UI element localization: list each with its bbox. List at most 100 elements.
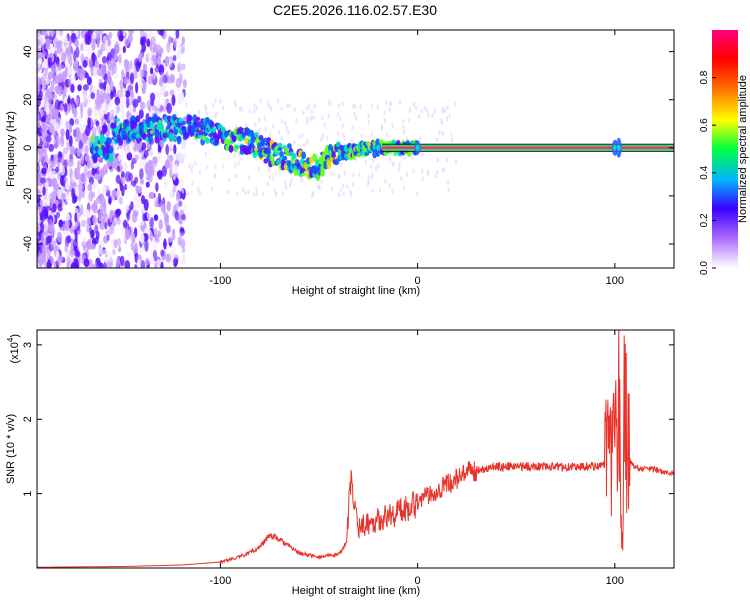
spectrogram-noise-blob <box>222 164 225 170</box>
spectrogram-noise-blob <box>210 186 214 192</box>
spectrogram-noise-blob <box>51 240 57 248</box>
spectrogram-noise-blob <box>436 157 439 163</box>
spectrogram-noise-blob <box>258 117 261 123</box>
spectrogram-noise-blob <box>104 73 108 85</box>
spectrogram-noise-blob <box>54 99 61 111</box>
spectrogram-noise-blob <box>280 135 283 141</box>
spectrogram-noise-blob <box>160 261 164 268</box>
spectrogram-noise-blob <box>86 217 91 226</box>
spectrogram-noise-blob <box>288 102 291 108</box>
spectrogram-noise-blob <box>67 97 71 105</box>
spectrogram-noise-blob <box>37 39 40 46</box>
spectrogram-noise-blob <box>148 150 153 157</box>
spectrogram-noise-blob <box>111 189 117 197</box>
spectrogram-noise-blob <box>82 84 89 91</box>
spectrogram-noise-blob <box>148 191 155 200</box>
spectrogram-noise-blob <box>288 182 292 188</box>
spectrogram-noise-blob <box>166 224 172 234</box>
spectrogram-noise-blob <box>255 187 258 193</box>
spectrogram-noise-blob <box>448 112 451 118</box>
spectrogram-noise-blob <box>79 102 84 112</box>
spectrogram-noise-blob <box>139 233 145 244</box>
snr-line <box>37 330 674 568</box>
spectrogram-noise-blob <box>405 171 409 177</box>
spectrogram-noise-blob <box>40 108 45 117</box>
spectrogram-y-tick-label: 0 <box>22 145 34 151</box>
spectrogram-noise-blob <box>48 86 53 96</box>
spectrogram-noise-blob <box>391 161 394 167</box>
spectrogram-noise-blob <box>388 106 391 112</box>
spectrogram-noise-blob <box>320 179 323 185</box>
spectrogram-noise-blob <box>90 92 96 100</box>
colorbar-ticks: 0.0 0.2 0.4 0.6 0.8 <box>699 70 716 275</box>
spectrogram-noise-blob <box>72 220 78 230</box>
spectrogram-ridge-blob <box>104 152 109 160</box>
spectrogram-noise-blob <box>431 112 434 118</box>
spectrogram-noise-blob <box>447 187 450 193</box>
spectrogram-noise-blob <box>153 214 159 221</box>
spectrogram-noise-blob <box>371 158 375 164</box>
spectrogram-ridge-blob <box>334 158 340 166</box>
spectrogram-noise-blob <box>346 183 349 189</box>
spectrogram-noise-blob <box>130 89 134 98</box>
spectrogram-noise-blob <box>237 160 240 166</box>
spectrogram-noise-blob <box>391 123 394 129</box>
spectrogram-noise-blob <box>370 164 373 170</box>
spectrogram-noise-blob <box>94 224 99 234</box>
spectrogram-noise-blob <box>277 129 281 135</box>
spectrogram-noise-blob <box>156 170 163 178</box>
spectrogram-noise-blob <box>446 105 449 111</box>
spectrogram-noise-blob <box>131 212 138 224</box>
spectrogram-noise-blob <box>155 259 162 268</box>
spectrogram-noise-blob <box>109 90 114 100</box>
spectrogram-noise-blob <box>37 255 42 263</box>
colorbar-label: Normalized spectral amplitude <box>737 75 749 223</box>
spectrogram-noise-blob <box>117 237 122 247</box>
spectrogram-noise-blob <box>38 90 43 99</box>
spectrogram-noise-blob <box>96 124 101 131</box>
spectrogram-noise-blob <box>172 173 177 181</box>
spectrogram-noise-blob <box>123 161 128 174</box>
colorbar-tick-label: 0.4 <box>699 165 710 179</box>
spectrogram-noise-blob <box>139 178 145 185</box>
spectrogram-noise-blob <box>122 220 128 228</box>
spectrogram-noise-blob <box>148 30 153 36</box>
spectrogram-noise-blob <box>177 152 184 163</box>
spectrogram-noise-blob <box>50 30 55 38</box>
spectrogram-noise-blob <box>415 191 419 197</box>
spectrogram-noise-blob <box>59 102 64 112</box>
spectrogram-noise-blob <box>116 188 120 201</box>
spectrogram-noise-blob <box>141 142 147 151</box>
spectrogram-noise-blob <box>75 249 80 257</box>
spectrogram-ridge-blob <box>100 135 106 144</box>
snr-y-tick-label: 3 <box>22 342 34 348</box>
spectrogram-noise-blob <box>398 100 402 106</box>
colorbar: 0.0 0.2 0.4 0.6 0.8 Normalized spectral ampl… <box>699 30 749 275</box>
spectrogram-x-ticks: -100 0 100 <box>209 30 624 287</box>
snr-y-ticks: 1 2 3 <box>22 342 674 497</box>
spectrogram-noise-blob <box>113 142 119 150</box>
spectrogram-noise-blob <box>148 105 152 113</box>
spectrogram-noise-blob <box>105 95 109 107</box>
spectrogram-noise-blob <box>454 101 457 107</box>
spectrogram-noise-blob <box>351 182 355 188</box>
spectrogram-noise-blob <box>47 158 53 166</box>
spectrogram-noise-blob <box>364 159 368 165</box>
spectrogram-noise-blob <box>154 66 161 73</box>
spectrogram-noise-blob <box>94 173 100 180</box>
spectrogram-noise-blob <box>123 77 129 85</box>
spectrogram-noise-blob <box>411 154 415 160</box>
spectrogram-noise-blob <box>436 169 439 175</box>
spectrogram-noise-blob <box>138 151 144 159</box>
spectrogram-noise-blob <box>169 89 175 96</box>
spectrogram-noise-blob <box>450 132 453 138</box>
spectrogram-noise-blob <box>180 63 186 71</box>
spectrogram-noise-blob <box>42 244 46 256</box>
spectrogram-noise-blob <box>120 176 126 185</box>
spectrogram-noise-blob <box>94 98 99 106</box>
spectrogram-noise-blob <box>37 152 40 163</box>
spectrogram-noise-blob <box>154 262 158 268</box>
spectrogram-noise-blob <box>103 103 109 115</box>
spectrogram-noise-blob <box>88 57 93 68</box>
spectrogram-noise-blob <box>48 218 53 229</box>
